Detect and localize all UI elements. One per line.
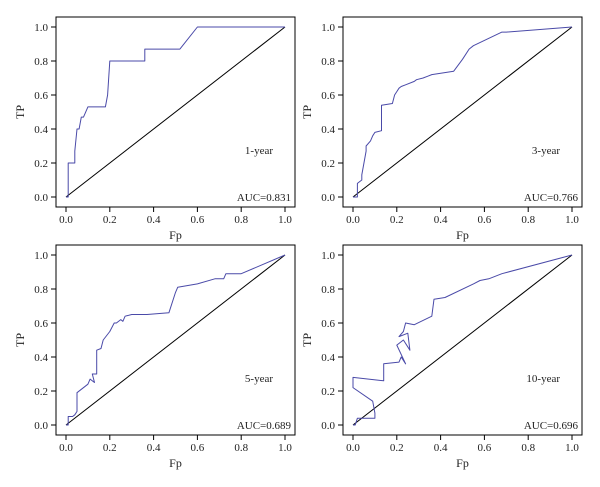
x-tick-label: 1.0 [565,442,579,454]
plot-frame [342,16,583,208]
y-axis-label: TP [300,105,314,119]
plot-frame [342,244,583,436]
x-tick-label: 0.6 [191,442,205,454]
reference-diagonal [65,26,286,198]
reference-diagonal [352,254,573,426]
y-tick-label: 0.0 [321,192,335,204]
period-label: 10-year [526,373,560,385]
x-tick-label: 0.4 [434,442,448,454]
y-tick-label: 0.0 [34,420,48,432]
auc-label: AUC=0.696 [524,420,579,432]
y-tick-label: 0.2 [34,386,48,398]
x-tick-label: 0.4 [147,442,161,454]
y-tick-label: 0.2 [321,386,335,398]
y-tick-label: 0.4 [34,124,48,136]
y-tick-label: 1.0 [34,250,48,262]
period-label: 5-year [245,373,273,385]
auc-label: AUC=0.689 [237,420,292,432]
y-tick-label: 0.2 [34,158,48,170]
plot-frame [55,16,296,208]
roc-curve [66,254,286,426]
reference-diagonal [352,26,573,198]
x-tick-label: 1.0 [278,214,292,226]
x-tick-label: 0.4 [434,214,448,226]
x-tick-label: 0.8 [521,442,535,454]
y-tick-label: 1.0 [321,250,335,262]
y-axis-label: TP [13,333,27,347]
y-tick-label: 0.8 [321,56,335,68]
period-label: 3-year [532,145,560,157]
x-tick-label: 1.0 [278,442,292,454]
x-tick-label: 0.0 [346,214,360,226]
y-tick-label: 0.6 [321,318,335,330]
y-tick-label: 0.4 [321,352,335,364]
y-tick-label: 0.8 [321,284,335,296]
x-tick-label: 0.2 [103,442,117,454]
roc-panel-5-year: 0.0 0.2 0.4 0.6 0.8 1.0 0.0 0.2 0.4 0.6 0.8 1.0 Fp TP… [13,244,296,470]
roc-curve [353,26,573,198]
auc-label: AUC=0.766 [524,192,579,204]
period-label: 1-year [245,145,273,157]
x-tick-label: 1.0 [565,214,579,226]
y-axis-label: TP [13,105,27,119]
x-tick-label: 0.0 [59,442,73,454]
reference-diagonal [65,254,286,426]
x-tick-label: 0.2 [390,442,404,454]
x-tick-label: 0.4 [147,214,161,226]
y-tick-label: 0.6 [34,90,48,102]
y-tick-label: 0.6 [34,318,48,330]
roc-curve [352,254,573,426]
x-axis-label: Fp [456,456,469,470]
x-tick-label: 0.2 [103,214,117,226]
x-tick-label: 0.6 [478,214,492,226]
x-tick-label: 0.0 [346,442,360,454]
y-tick-label: 1.0 [34,22,48,34]
roc-panel-1-year: 0.0 0.2 0.4 0.6 0.8 1.0 0.0 0.2 0.4 0.6 0.8 1.0 Fp TP… [13,16,296,242]
x-axis-label: Fp [169,228,182,242]
y-tick-label: 0.6 [321,90,335,102]
y-tick-label: 0.8 [34,284,48,296]
roc-panel-10-year: 0.0 0.2 0.4 0.6 0.8 1.0 0.0 0.2 0.4 0.6 0.8 1.0 Fp TP… [300,244,583,470]
x-tick-label: 0.8 [234,214,248,226]
x-tick-label: 0.0 [59,214,73,226]
x-tick-label: 0.2 [390,214,404,226]
y-tick-label: 0.0 [34,192,48,204]
x-axis-label: Fp [169,456,182,470]
y-tick-label: 0.4 [321,124,335,136]
y-tick-label: 1.0 [321,22,335,34]
y-tick-label: 0.8 [34,56,48,68]
y-tick-label: 0.0 [321,420,335,432]
y-axis-label: TP [300,333,314,347]
x-tick-label: 0.6 [478,442,492,454]
x-tick-label: 0.8 [234,442,248,454]
y-tick-label: 0.4 [34,352,48,364]
auc-label: AUC=0.831 [237,192,291,204]
x-tick-label: 0.8 [521,214,535,226]
roc-panel-3-year: 0.0 0.2 0.4 0.6 0.8 1.0 0.0 0.2 0.4 0.6 0.8 1.0 Fp TP… [300,16,583,242]
y-tick-label: 0.2 [321,158,335,170]
x-tick-label: 0.6 [191,214,205,226]
plot-frame [55,244,296,436]
x-axis-label: Fp [456,228,469,242]
roc-curve [66,26,285,198]
